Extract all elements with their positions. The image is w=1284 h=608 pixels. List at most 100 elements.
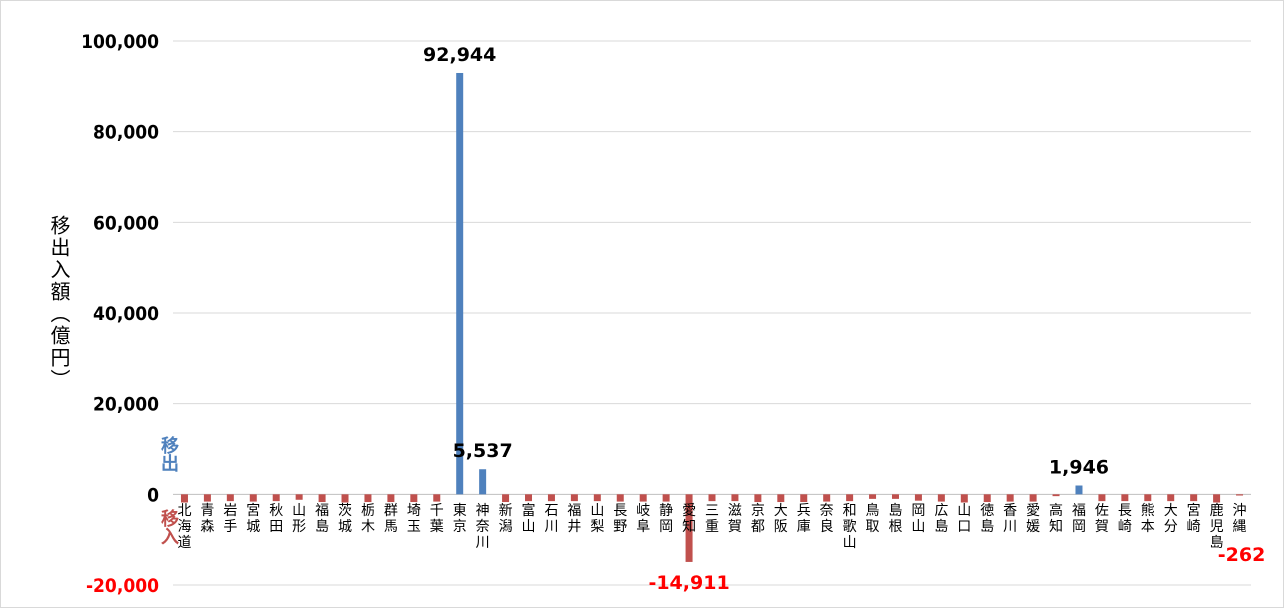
bar-神奈川 <box>479 469 487 495</box>
bar-山形 <box>295 494 303 500</box>
y-tick-label: 80,000 <box>93 122 159 144</box>
category-label: 香川 <box>1003 503 1017 535</box>
bar-沖縄 <box>1236 494 1244 496</box>
bar-高知 <box>1052 494 1060 497</box>
category-label: 石川 <box>544 503 558 535</box>
category-label: 山口 <box>957 503 971 535</box>
data-label: -14,911 <box>648 572 729 594</box>
bar-富山 <box>525 494 533 502</box>
bar-新潟 <box>502 494 510 503</box>
category-label: 佐賀 <box>1095 503 1109 535</box>
category-label: 北海道 <box>177 503 191 551</box>
bar-鳥取 <box>869 494 877 499</box>
category-label: 愛媛 <box>1026 503 1040 535</box>
category-label: 徳島 <box>980 503 994 535</box>
bar-大阪 <box>777 494 785 503</box>
bar-青森 <box>203 494 211 502</box>
category-label: 富山 <box>522 502 536 535</box>
bar-徳島 <box>983 494 991 503</box>
bar-宮城 <box>249 494 257 502</box>
category-label: 三重 <box>705 503 719 535</box>
bar-群馬 <box>387 494 395 503</box>
category-label: 岡山 <box>911 503 925 535</box>
category-label: 山梨 <box>590 503 604 535</box>
bar-愛媛 <box>1029 494 1037 502</box>
bar-兵庫 <box>800 494 808 503</box>
category-label: 鳥取 <box>866 503 880 535</box>
category-label: 群馬 <box>384 503 398 535</box>
category-label: 沖縄 <box>1233 503 1247 535</box>
category-label: 東京 <box>453 503 467 535</box>
category-label: 京都 <box>751 503 765 535</box>
gridlines <box>173 40 1251 586</box>
bar-香川 <box>1006 494 1014 502</box>
bar-滋賀 <box>731 494 739 502</box>
y-tick-label: -20,000 <box>86 575 159 597</box>
category-label: 島根 <box>888 503 902 535</box>
outflow-label: 移出 <box>158 436 179 472</box>
bar-秋田 <box>272 494 280 502</box>
data-label: 1,946 <box>1049 457 1109 479</box>
y-tick-label: 60,000 <box>93 212 159 234</box>
bar-東京 <box>456 72 464 495</box>
category-label: 長野 <box>613 503 627 535</box>
category-label: 愛知 <box>682 503 696 535</box>
category-label: 新潟 <box>499 503 513 535</box>
bar-福島 <box>318 494 326 503</box>
data-label: -262 <box>1218 544 1266 566</box>
bar-福岡 <box>1075 485 1083 495</box>
bar-長野 <box>616 494 624 502</box>
category-label: 大阪 <box>774 503 788 535</box>
inflow-label: 移入 <box>158 509 179 545</box>
bar-北海道 <box>180 494 188 503</box>
category-label: 栃木 <box>361 503 375 535</box>
bar-和歌山 <box>846 494 854 502</box>
bar-長崎 <box>1121 494 1129 502</box>
category-label: 高知 <box>1049 502 1063 535</box>
bar-三重 <box>708 494 716 502</box>
bar-広島 <box>937 494 945 502</box>
data-label: 92,944 <box>423 44 496 66</box>
category-labels: 北海道青森岩手宮城秋田山形福島茨城栃木群馬埼玉千葉東京神奈川新潟富山石川福井山梨… <box>177 502 1246 551</box>
category-label: 宮崎 <box>1187 503 1201 535</box>
bar-埼玉 <box>410 494 418 503</box>
y-tick-label: 20,000 <box>93 394 159 416</box>
bar-京都 <box>754 494 762 503</box>
bar-鹿児島 <box>1213 494 1221 503</box>
bar-茨城 <box>341 494 349 503</box>
category-label: 千葉 <box>430 503 444 535</box>
category-label: 福井 <box>567 503 581 535</box>
category-label: 宮城 <box>246 503 260 535</box>
y-tick-label: 0 <box>147 484 159 506</box>
bar-佐賀 <box>1098 494 1106 502</box>
category-label: 静岡 <box>659 503 673 535</box>
category-label: 福岡 <box>1072 503 1086 535</box>
category-label: 茨城 <box>338 503 352 535</box>
category-label: 青森 <box>200 503 214 535</box>
category-label: 奈良 <box>820 503 834 535</box>
bar-大分 <box>1167 494 1175 502</box>
y-tick-labels: -20,000 0 20,000 40,000 60,000 80,000 100,000 <box>81 31 159 597</box>
bar-島根 <box>891 494 899 499</box>
bar-千葉 <box>433 494 441 502</box>
category-label: 長崎 <box>1118 503 1132 535</box>
y-tick-label: 100,000 <box>81 31 159 53</box>
bar-奈良 <box>823 494 831 502</box>
category-label: 福島 <box>315 503 329 535</box>
category-label: 神奈川 <box>476 503 490 551</box>
bar-愛知 <box>685 494 693 562</box>
category-label: 山形 <box>292 503 306 535</box>
bar-栃木 <box>364 494 372 503</box>
category-label: 熊本 <box>1141 503 1155 535</box>
category-label: 埼玉 <box>407 503 421 535</box>
bar-熊本 <box>1144 494 1152 502</box>
bars <box>180 72 1244 562</box>
y-tick-label: 40,000 <box>93 303 159 325</box>
bar-静岡 <box>662 494 670 502</box>
category-label: 岐阜 <box>636 503 650 535</box>
bar-福井 <box>570 494 578 502</box>
category-label: 兵庫 <box>797 503 811 535</box>
category-label: 大分 <box>1164 503 1178 535</box>
